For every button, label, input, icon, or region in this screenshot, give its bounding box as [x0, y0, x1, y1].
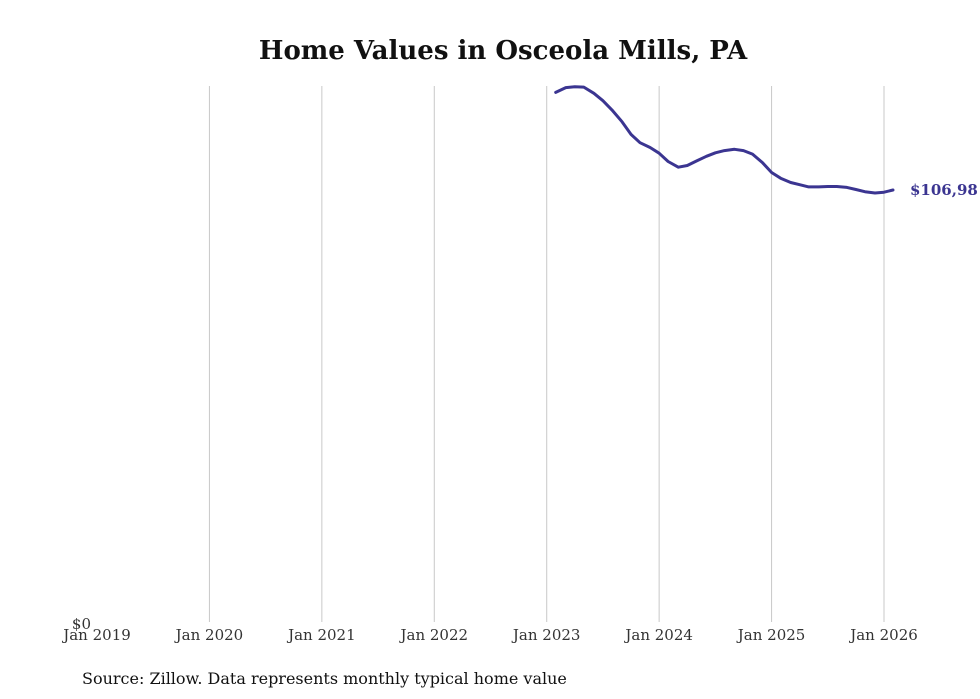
x-axis: Jan 2019 Jan 2020 Jan 2021 Jan 2022 Jan 2023…	[61, 626, 918, 644]
last-value-label: $106,98	[910, 181, 978, 199]
x-tick-label: Jan 2024	[623, 626, 693, 644]
x-tick-label: Jan 2023	[511, 626, 581, 644]
x-tick-label: Jan 2022	[399, 626, 469, 644]
grid-layer	[208, 86, 885, 622]
series-layer	[554, 85, 895, 195]
source-note: Source: Zillow. Data represents monthly …	[82, 669, 567, 688]
x-tick-label: Jan 2026	[848, 626, 918, 644]
x-tick-label: Jan 2021	[286, 626, 356, 644]
x-tick-label: Jan 2020	[174, 626, 244, 644]
series-line	[554, 85, 895, 195]
chart-title: Home Values in Osceola Mills, PA	[259, 36, 748, 66]
x-tick-label: Jan 2025	[736, 626, 806, 644]
y-tick-label: $0	[72, 615, 91, 633]
y-axis: $0	[72, 615, 91, 633]
x-tick-label: Jan 2019	[61, 626, 131, 644]
